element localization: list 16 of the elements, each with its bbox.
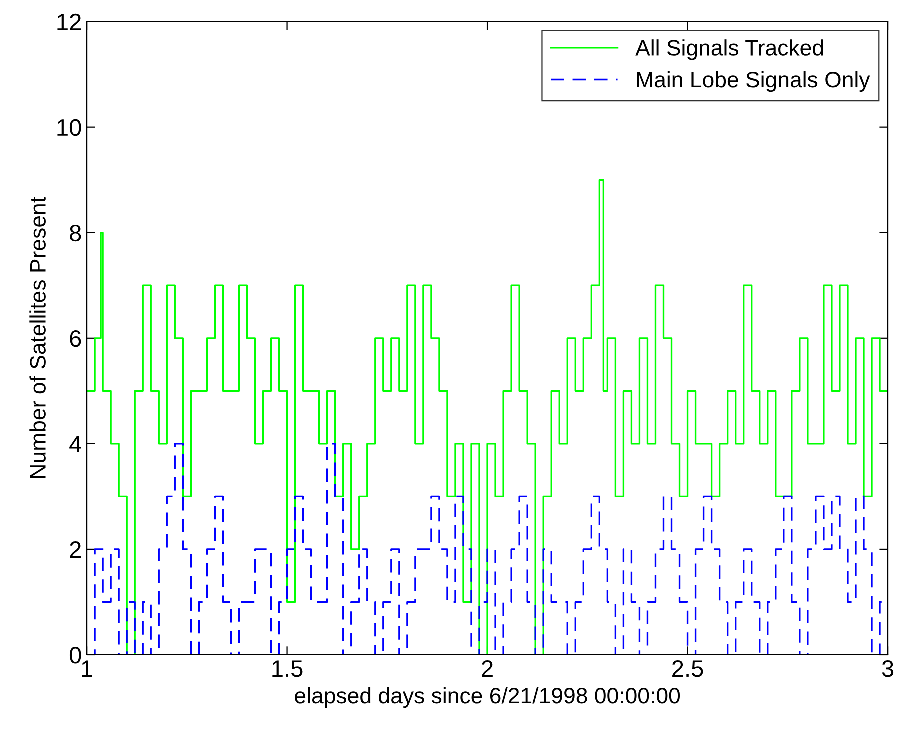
y-tick-label: 2 xyxy=(70,542,81,558)
x-tick-label: 1 xyxy=(82,660,92,677)
legend-label: All Signals Tracked xyxy=(636,40,824,60)
x-tick-label: 2 xyxy=(482,660,493,677)
y-axis-title: Number of Satellites Present xyxy=(30,197,46,478)
y-tick-label: 0 xyxy=(70,647,82,664)
x-tick-label: 3 xyxy=(882,660,894,678)
x-axis-title: elapsed days since 6/21/1998 00:00:00 xyxy=(295,687,680,708)
y-tick-label: 4 xyxy=(70,436,82,452)
legend-label: Main Lobe Signals Only xyxy=(637,71,870,92)
x-tick-label: 2.5 xyxy=(672,660,704,678)
y-tick-label: 10 xyxy=(58,119,82,136)
x-tick-label: 1.5 xyxy=(272,660,303,678)
y-tick-label: 12 xyxy=(58,14,81,30)
y-tick-label: 6 xyxy=(70,330,82,348)
y-tick-label: 8 xyxy=(70,224,82,242)
